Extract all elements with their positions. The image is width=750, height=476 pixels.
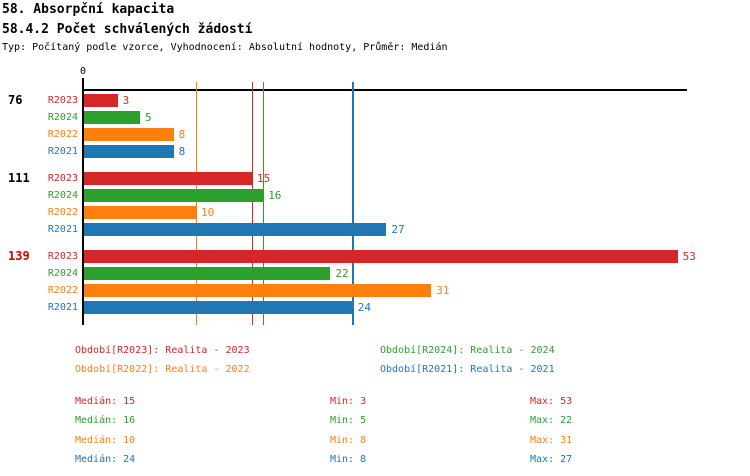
bar-value-label: 15	[257, 172, 271, 185]
bar-row-label-R2023: R2023	[47, 173, 78, 184]
bar-R2021	[84, 223, 387, 236]
group-label: 139	[8, 249, 30, 263]
y-axis-line	[82, 78, 84, 325]
stat-max-R2023: Max: 53	[530, 396, 573, 407]
median-line-R2022	[195, 82, 197, 325]
bar-row-label-R2024: R2024	[47, 190, 78, 201]
bar-row-label-R2021: R2021	[47, 302, 78, 313]
bar-R2023	[84, 250, 678, 263]
stat-max-R2021: Max: 27	[530, 454, 573, 466]
median-line-R2023	[251, 82, 253, 325]
bar-R2022	[84, 206, 196, 219]
bar-row-label-R2023: R2023	[47, 95, 78, 106]
group-label: 76	[8, 93, 23, 107]
stat-max-R2024: Max: 22	[530, 415, 573, 427]
bar-value-label: 3	[122, 94, 130, 107]
legend-item-R2022: Období[R2022]: Realita - 2022	[75, 364, 250, 375]
bar-R2021	[84, 145, 174, 158]
legend-item-R2023: Období[R2023]: Realita - 2023	[75, 345, 250, 356]
bar-row-label-R2022: R2022	[47, 207, 78, 218]
median-line-R2021	[352, 82, 354, 325]
bar-R2022	[84, 128, 174, 141]
report-meta: Typ: Počítaný podle vzorce, Vyhodnocení:…	[2, 42, 448, 53]
x-axis-zero-tick-label: 0	[79, 66, 87, 77]
stat-median-R2024: Medián: 16	[75, 415, 136, 427]
bar-R2023	[84, 172, 252, 185]
bar-row-label-R2021: R2021	[47, 146, 78, 157]
group-label: 111	[8, 171, 30, 185]
stat-min-R2023: Min: 3	[330, 396, 367, 407]
bar-value-label: 8	[178, 145, 186, 158]
bar-row-label-R2021: R2021	[47, 224, 78, 235]
stat-median-R2022: Medián: 10	[75, 434, 136, 446]
bar-R2024	[84, 111, 140, 124]
bar-R2024	[84, 267, 331, 280]
bar-value-label: 22	[335, 267, 349, 280]
report-subtitle: 58.4.2 Počet schválených žádostí	[2, 22, 253, 37]
stat-min-R2021: Min: 8	[330, 454, 367, 466]
stat-min-R2024: Min: 5	[330, 415, 367, 427]
median-line-R2024	[262, 82, 265, 325]
bar-value-label: 53	[682, 250, 696, 263]
legend-item-R2024: Období[R2024]: Realita - 2024	[380, 345, 555, 356]
stat-max-R2022: Max: 31	[530, 434, 573, 446]
bar-row-label-R2022: R2022	[47, 129, 78, 140]
bar-R2022	[84, 284, 432, 297]
bar-R2023	[84, 94, 118, 107]
bar-row-label-R2022: R2022	[47, 285, 78, 296]
report-title: 58. Absorpční kapacita	[2, 2, 175, 17]
stat-median-R2021: Medián: 24	[75, 454, 136, 466]
bar-value-label: 24	[357, 301, 372, 314]
bar-value-label: 5	[145, 111, 152, 124]
bar-row-label-R2024: R2024	[47, 268, 78, 279]
bar-value-label: 16	[268, 189, 282, 202]
bar-R2021	[84, 301, 353, 314]
bar-value-label: 10	[201, 206, 215, 219]
bar-row-label-R2024: R2024	[47, 112, 78, 123]
stat-min-R2022: Min: 8	[330, 434, 367, 446]
x-axis-line	[82, 89, 687, 91]
stat-median-R2023: Medián: 15	[75, 396, 136, 407]
bar-value-label: 8	[178, 128, 186, 141]
bar-value-label: 27	[391, 223, 405, 236]
bar-R2024	[84, 189, 264, 202]
bar-value-label: 31	[436, 284, 450, 297]
bar-row-label-R2023: R2023	[47, 251, 78, 262]
legend-item-R2021: Období[R2021]: Realita - 2021	[380, 364, 555, 375]
